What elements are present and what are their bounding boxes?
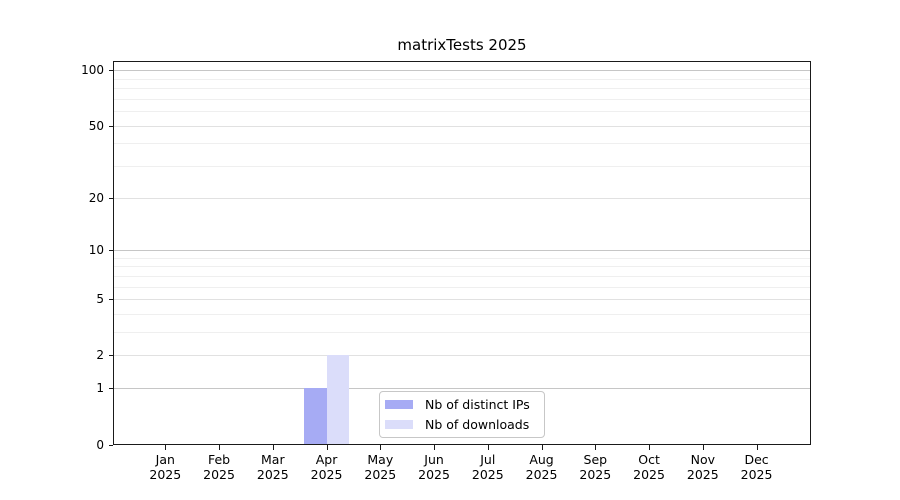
y-tick <box>108 299 113 301</box>
x-tick-year: 2025 <box>525 467 558 482</box>
gridline <box>113 355 811 357</box>
x-tick-month: Aug <box>529 451 554 467</box>
x-tick <box>165 444 167 450</box>
x-tick-label: Sep 2025 <box>563 452 627 483</box>
x-tick <box>380 444 382 450</box>
x-tick-year: 2025 <box>418 467 450 482</box>
x-tick-year: 2025 <box>149 467 182 482</box>
plot-frame <box>113 61 811 445</box>
x-tick-label: Jun 2025 <box>402 452 466 483</box>
x-tick-month: Sep <box>583 451 608 467</box>
x-tick-month: Jul <box>480 451 496 467</box>
gridline <box>113 70 811 72</box>
x-tick-label: Nov 2025 <box>671 452 735 483</box>
x-tick-year: 2025 <box>364 467 397 482</box>
legend-label: Nb of downloads <box>425 416 530 432</box>
x-tick-label: Dec 2025 <box>725 452 789 483</box>
y-tick <box>108 355 113 357</box>
x-tick <box>434 444 436 450</box>
x-tick <box>219 444 221 450</box>
x-tick-label: Feb 2025 <box>187 452 251 483</box>
chart-title: matrixTests 2025 <box>397 36 527 54</box>
gridline <box>113 332 811 334</box>
gridline <box>113 98 811 100</box>
gridline <box>113 88 811 89</box>
gridline <box>113 299 811 301</box>
y-tick <box>108 249 113 252</box>
bar <box>304 388 327 445</box>
x-tick-year: 2025 <box>256 467 289 482</box>
x-tick <box>326 444 329 450</box>
y-tick-label: 1 <box>96 381 104 396</box>
x-tick-year: 2025 <box>203 467 235 482</box>
gridline <box>113 197 811 199</box>
legend-label: Nb of distinct IPs <box>425 396 530 412</box>
x-tick-year: 2025 <box>471 467 504 482</box>
legend-swatch <box>385 420 413 429</box>
y-tick-label: 5 <box>96 292 104 307</box>
x-tick <box>756 444 759 450</box>
y-tick-label: 0 <box>96 437 104 452</box>
y-tick <box>108 125 113 128</box>
x-tick-month: Dec <box>744 451 769 467</box>
x-tick-year: 2025 <box>633 467 665 482</box>
legend-entry: Nb of downloads <box>385 417 536 433</box>
x-tick-month: Oct <box>638 451 660 467</box>
gridline <box>113 78 811 80</box>
x-tick-year: 2025 <box>686 467 719 482</box>
y-tick <box>108 197 113 200</box>
gridline <box>113 125 811 127</box>
x-tick-label: May 2025 <box>348 452 412 483</box>
x-tick-month: Feb <box>207 451 231 467</box>
x-tick-year: 2025 <box>740 467 773 482</box>
gridline <box>113 249 811 251</box>
y-tick-label: 100 <box>81 63 104 78</box>
x-tick <box>649 444 651 450</box>
x-tick-year: 2025 <box>579 467 612 482</box>
gridline <box>113 165 811 167</box>
legend-entry: Nb of distinct IPs <box>385 397 536 413</box>
x-tick-label: Jan 2025 <box>133 452 197 483</box>
gridline <box>113 275 811 277</box>
x-tick <box>272 444 275 450</box>
gridline <box>113 143 811 145</box>
y-tick <box>108 70 113 72</box>
bar <box>326 355 350 445</box>
gridline <box>113 388 811 390</box>
gridline <box>113 266 811 268</box>
gridline <box>113 286 811 288</box>
y-tick-label: 50 <box>88 118 104 133</box>
x-tick <box>487 444 490 450</box>
y-tick-label: 2 <box>96 348 104 363</box>
x-tick-label: Jul 2025 <box>456 452 520 483</box>
legend: Nb of distinct IPs Nb of downloads <box>379 391 545 438</box>
gridline <box>113 313 811 315</box>
x-tick-label: Apr 2025 <box>295 452 359 483</box>
x-tick-month: May <box>367 451 394 467</box>
x-tick-label: Oct 2025 <box>617 452 681 483</box>
x-tick <box>541 444 544 450</box>
y-tick <box>108 444 113 447</box>
y-tick-label: 20 <box>88 190 104 205</box>
x-tick <box>702 444 705 450</box>
y-tick-label: 10 <box>88 242 104 257</box>
x-tick-month: Mar <box>261 451 285 467</box>
x-tick-month: Apr <box>315 451 338 467</box>
gridline <box>113 257 811 259</box>
x-tick-label: Aug 2025 <box>510 452 574 483</box>
y-tick <box>108 388 113 390</box>
legend-swatch <box>385 400 413 409</box>
x-tick-month: Nov <box>690 451 715 467</box>
x-tick-month: Jan <box>155 451 175 467</box>
x-tick-year: 2025 <box>310 467 343 482</box>
gridline <box>113 111 811 112</box>
x-tick-month: Jun <box>424 451 444 467</box>
x-tick <box>595 444 597 450</box>
x-tick-label: Mar 2025 <box>241 452 305 483</box>
